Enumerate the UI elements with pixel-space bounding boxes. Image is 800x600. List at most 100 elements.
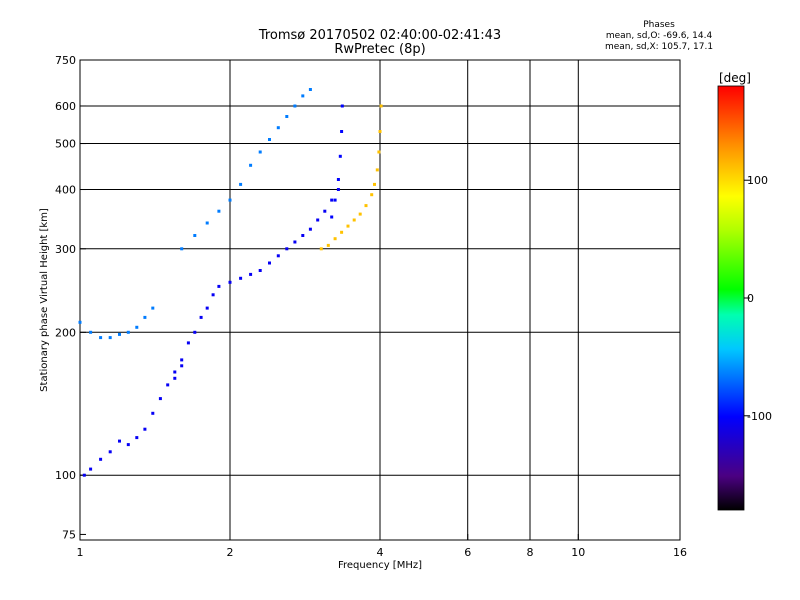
data-point: [82, 473, 86, 477]
colorbar-label: [deg]: [719, 71, 751, 85]
data-point: [340, 130, 344, 133]
y-tick-label: 300: [55, 243, 76, 256]
data-point: [151, 411, 155, 415]
data-point: [118, 332, 121, 336]
data-point: [352, 218, 356, 222]
data-point: [211, 293, 215, 297]
data-point: [276, 126, 280, 130]
data-point: [166, 383, 170, 387]
data-point: [180, 358, 184, 362]
data-point: [239, 276, 243, 280]
series-1: [173, 188, 340, 374]
data-point: [316, 218, 320, 222]
x-tick-label: 1: [77, 546, 84, 559]
data-point: [89, 467, 93, 471]
data-point: [285, 247, 289, 251]
x-tick-label: 6: [464, 546, 471, 559]
data-point: [268, 138, 271, 141]
series-2: [330, 104, 344, 219]
data-point: [364, 204, 368, 208]
y-tick-label: 600: [55, 100, 76, 113]
data-point: [378, 130, 382, 133]
data-point: [276, 254, 280, 258]
data-point: [375, 168, 379, 172]
series-5: [180, 88, 312, 251]
phases-title: Phases: [643, 20, 675, 30]
y-tick-label: 500: [55, 138, 76, 151]
data-point: [108, 450, 112, 454]
data-point: [379, 104, 383, 108]
y-axis: 75 100 200 300 400 500 600 750: [55, 54, 86, 541]
data-point: [249, 272, 253, 276]
data-point: [239, 182, 243, 186]
phases-line-x: mean, sd,X: 105.7, 17.1: [604, 42, 714, 52]
data-point: [258, 269, 262, 272]
y-tick-label: 750: [55, 54, 76, 67]
data-point: [193, 330, 197, 334]
data-point: [173, 376, 177, 380]
data-point: [258, 150, 262, 154]
data-point: [308, 227, 312, 231]
data-point: [108, 336, 112, 340]
y-tick-label: 75: [62, 528, 76, 541]
data-point: [323, 209, 327, 213]
data-point: [205, 306, 209, 310]
data-point: [333, 237, 337, 241]
data-point: [205, 221, 209, 225]
data-point: [319, 247, 323, 251]
data-point: [301, 234, 305, 237]
x-tick-label: 16: [673, 546, 687, 559]
y-axis-label: Stationary phase Virtual Height [km]: [39, 208, 50, 392]
phases-line-o: mean, sd,O: -69.6, 14.4: [605, 31, 713, 41]
data-point: [373, 182, 376, 186]
data-point: [99, 336, 103, 340]
grid: [80, 60, 680, 540]
data-point: [340, 230, 344, 234]
data-point: [180, 364, 184, 368]
data-point: [217, 284, 221, 288]
data-point: [89, 330, 93, 334]
data-point: [158, 397, 162, 401]
data-point: [186, 341, 190, 345]
data-point: [358, 212, 362, 216]
data-point: [338, 154, 342, 158]
data-point: [346, 224, 350, 228]
data-point: [180, 247, 184, 251]
data-point: [173, 370, 177, 374]
colorbar: [717, 85, 745, 511]
data-point: [333, 198, 337, 202]
data-point: [249, 163, 253, 167]
chart-subtitle: RwPretec (8p): [334, 42, 426, 57]
data-point: [370, 193, 374, 197]
x-tick-label: 8: [527, 546, 534, 559]
data-point: [135, 325, 139, 329]
data-point: [330, 198, 334, 202]
data-point: [377, 150, 381, 154]
data-points: [78, 88, 383, 477]
data-point: [199, 315, 203, 319]
chart-title: Tromsø 20170502 02:40:00-02:41:43: [258, 28, 502, 43]
y-tick-label: 400: [55, 184, 76, 197]
data-point: [293, 240, 297, 244]
data-point: [285, 115, 289, 118]
data-point: [336, 178, 340, 181]
data-point: [143, 427, 147, 431]
data-point: [340, 104, 344, 108]
data-point: [301, 94, 305, 98]
data-point: [126, 330, 130, 334]
x-tick-label: 10: [571, 546, 585, 559]
data-point: [326, 243, 330, 247]
data-point: [78, 320, 82, 324]
series-0: [82, 364, 184, 477]
data-point: [268, 261, 271, 265]
data-point: [151, 306, 155, 310]
data-point: [228, 280, 232, 284]
data-point: [217, 209, 221, 213]
series-3: [319, 104, 383, 251]
data-point: [336, 188, 340, 191]
series-4: [78, 306, 155, 340]
x-tick-label: 2: [227, 546, 234, 559]
y-tick-label: 100: [55, 469, 76, 482]
colorbar-tick-label: 100: [747, 174, 768, 187]
